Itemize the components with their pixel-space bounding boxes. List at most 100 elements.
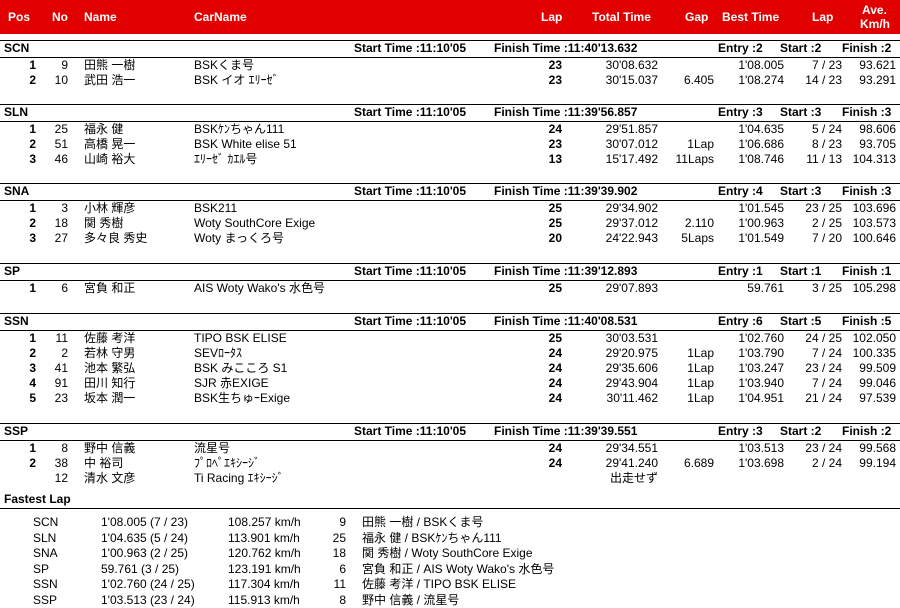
cell-lap: 25 [548, 281, 562, 295]
cell-no: 8 [61, 441, 68, 455]
cell-name: 田熊 一樹 [84, 58, 136, 72]
cell-carname: 流星号 [194, 441, 231, 455]
class-section-header: SP Start Time :11:10'05 Finish Time :11:39… [0, 263, 900, 281]
fastest-class: SLN [33, 530, 57, 545]
fastest-class: SNA [33, 546, 58, 560]
header-no: No [52, 10, 68, 24]
cell-name: 田川 知行 [84, 376, 136, 390]
fastest-lap-row: SP 59.761 (3 / 25) 123.191 km/h 6 宮負 和正 / AI… [0, 562, 900, 577]
cell-gap: 1Lap [687, 361, 714, 375]
finish-time: Finish Time :11:39'56.857 [494, 105, 638, 119]
cell-carname: BSK White elise 51 [194, 137, 297, 151]
entry-count: Entry :1 [718, 264, 763, 278]
header-lap: Lap [541, 10, 563, 24]
cell-total-time: 24'22.943 [605, 231, 658, 245]
cell-best-time: 1'03.698 [738, 456, 784, 470]
cell-best-time: 1'04.951 [738, 391, 784, 405]
class-section-header: SSN Start Time :11:10'05 Finish Time :11:4… [0, 313, 900, 331]
cell-total-time: 29'43.904 [605, 376, 658, 390]
cell-ave-speed: 100.646 [852, 231, 896, 245]
fastest-time: 1'02.760 (24 / 25) [101, 577, 195, 591]
cell-ave-speed: 99.046 [859, 376, 896, 390]
cell-lap: 25 [548, 216, 562, 230]
cell-best-time: 1'08.746 [738, 152, 784, 166]
start-count: Start :1 [780, 264, 822, 278]
class-section-header: SSP Start Time :11:10'05 Finish Time :11:3… [0, 423, 900, 441]
start-time: Start Time :11:10'05 [354, 314, 467, 328]
start-time: Start Time :11:10'05 [354, 264, 467, 278]
cell-best-time: 1'03.940 [738, 376, 784, 390]
cell-gap: 2.110 [684, 216, 714, 230]
cell-pos: 3 [29, 361, 36, 375]
cell-total-time: 29'35.606 [605, 361, 658, 375]
cell-no: 18 [54, 216, 68, 230]
cell-carname: TIPO BSK ELISE [194, 331, 287, 345]
cell-best-lap: 7 / 20 [811, 231, 842, 245]
cell-ave-speed: 100.335 [852, 346, 896, 360]
cell-pos: 4 [29, 376, 36, 390]
table-row: 1 25 福永 健 BSKｹﾝちゃん111 24 29'51.857 1'04.635 5 /… [0, 122, 900, 137]
table-row: 2 10 武田 浩一 BSK イオ ｴﾘｰｾﾞ 23 30'15.037 6.405 1'08… [0, 73, 900, 88]
class-label: SP [4, 264, 21, 278]
start-time: Start Time :11:10'05 [354, 41, 467, 55]
cell-best-lap: 23 / 25 [805, 201, 842, 215]
class-section-header: SNA Start Time :11:10'05 Finish Time :11:3… [0, 183, 900, 201]
cell-name: 高橋 晃一 [84, 137, 136, 151]
cell-no: 23 [54, 391, 68, 405]
cell-gap: 11Laps [675, 152, 714, 166]
header-total-time: Total Time [592, 10, 651, 24]
fastest-lap-row: SCN 1'08.005 (7 / 23) 108.257 km/h 9 田熊 一樹 /… [0, 515, 900, 530]
cell-best-lap: 14 / 23 [805, 73, 842, 87]
cell-lap: 20 [548, 231, 562, 245]
cell-total-time: 30'15.037 [605, 73, 658, 87]
cell-no: 12 [54, 471, 68, 485]
cell-no: 25 [54, 122, 68, 136]
table-row: 1 9 田熊 一樹 BSKくま号 23 30'08.632 1'08.005 7 / 23 93… [0, 58, 900, 73]
cell-no: 3 [61, 201, 68, 215]
cell-carname: SJR 赤EXIGE [194, 376, 269, 390]
fastest-time: 59.761 (3 / 25) [101, 561, 180, 576]
cell-best-lap: 24 / 25 [805, 331, 842, 345]
cell-ave-speed: 99.509 [859, 361, 896, 375]
fastest-lap-divider [0, 508, 900, 509]
cell-ave-speed: 93.621 [859, 58, 896, 72]
finish-count: Finish :3 [842, 184, 892, 198]
cell-best-lap: 23 / 24 [805, 441, 842, 455]
header-carname: CarName [194, 10, 247, 24]
cell-best-time: 1'03.513 [738, 441, 784, 455]
fastest-speed: 117.304 km/h [228, 577, 300, 591]
cell-best-lap: 3 / 25 [811, 281, 842, 295]
cell-lap: 24 [548, 346, 562, 360]
cell-carname: BSK生ちゅｰExige [194, 391, 291, 405]
table-row: 3 27 多々良 秀史 Woty まっくろ号 20 24'22.943 5Laps 1'01.… [0, 231, 900, 246]
cell-total-time: 30'07.012 [605, 137, 658, 151]
cell-pos: 1 [29, 58, 36, 72]
cell-lap: 25 [548, 201, 562, 215]
cell-gap: 5Laps [681, 231, 714, 245]
fastest-class: SSP [33, 592, 58, 607]
fastest-lap-title: Fastest Lap [4, 492, 71, 506]
cell-lap: 24 [548, 441, 562, 455]
table-row: 1 3 小林 輝彦 BSK211 25 29'34.902 1'01.545 23 / 25 1… [0, 201, 900, 216]
cell-best-time: 1'01.549 [738, 231, 784, 245]
class-label: SSP [4, 424, 29, 438]
cell-no: 41 [54, 361, 68, 375]
table-row: 2 18 関 秀樹 Woty SouthCore Exige 25 29'37.012 2.… [0, 216, 900, 231]
cell-pos: 2 [29, 456, 36, 470]
cell-gap: 1Lap [687, 376, 714, 390]
cell-no: 91 [54, 376, 68, 390]
cell-ave-speed: 103.573 [852, 216, 896, 230]
cell-total-time: 15'17.492 [605, 152, 658, 166]
fastest-speed: 123.191 km/h [228, 561, 301, 576]
cell-no: 6 [61, 281, 68, 295]
cell-total-time: 29'51.857 [605, 122, 658, 136]
start-time: Start Time :11:10'05 [354, 184, 467, 198]
finish-count: Finish :2 [842, 41, 892, 55]
cell-carname: SEVﾛｰﾀｽ [194, 346, 243, 360]
cell-total-time: 29'34.551 [605, 441, 658, 455]
cell-total-time: 30'08.632 [605, 58, 658, 72]
cell-pos: 3 [29, 231, 36, 245]
cell-carname: AIS Woty Wako's 水色号 [194, 281, 325, 295]
fastest-no: 18 [332, 546, 346, 560]
header-gap: Gap [685, 10, 709, 24]
